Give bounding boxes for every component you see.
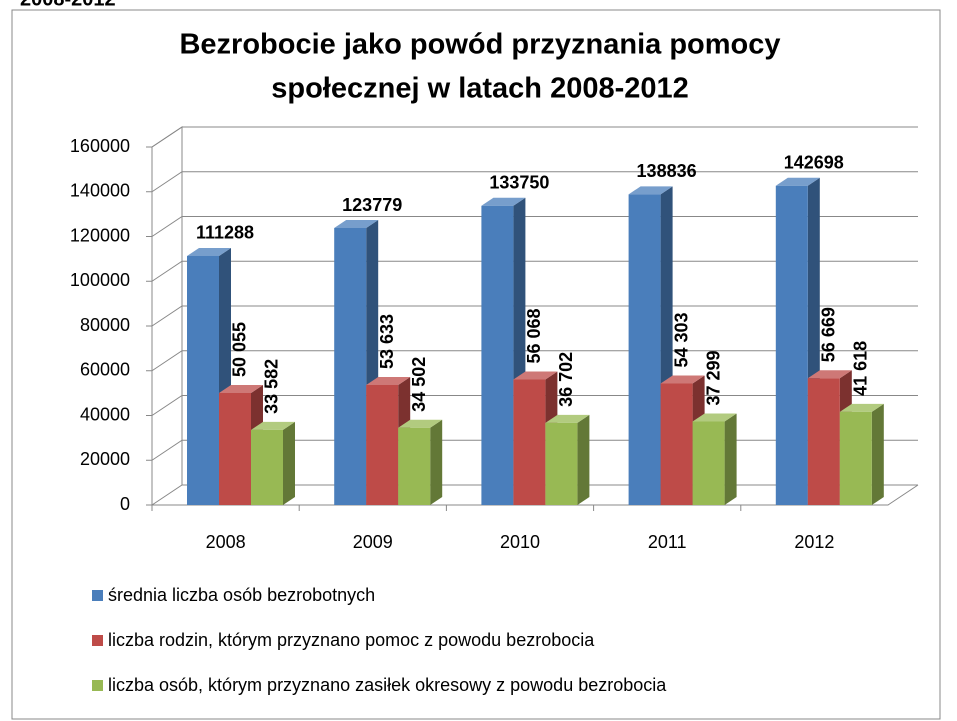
- bar-face: [481, 205, 514, 505]
- y-tick-label: 40000: [80, 404, 130, 424]
- x-tick-label: 2009: [353, 532, 393, 552]
- bar-face: [839, 411, 872, 505]
- y-tick-label: 20000: [80, 449, 130, 469]
- data-label: 33 582: [262, 359, 282, 414]
- caption-fragment: 2008-2012: [20, 0, 116, 10]
- data-label: 111288: [196, 223, 254, 243]
- data-label: 56 068: [524, 308, 544, 363]
- y-tick-label: 140000: [70, 181, 130, 201]
- bar-face: [398, 427, 431, 505]
- x-tick-label: 2011: [648, 532, 687, 552]
- legend-label: średnia liczba osób bezrobotnych: [108, 585, 375, 605]
- data-label: 56 669: [819, 307, 839, 362]
- bar-face: [692, 413, 737, 422]
- bar-face: [334, 228, 367, 505]
- x-tick-label: 2010: [500, 532, 540, 552]
- bar-face: [283, 421, 295, 505]
- bar-face: [660, 375, 705, 384]
- bar-face: [775, 177, 820, 186]
- legend-swatch: [92, 635, 103, 646]
- bar-face: [513, 371, 558, 380]
- bar: [660, 375, 705, 505]
- bar-face: [545, 414, 590, 423]
- y-tick-label: 160000: [70, 136, 130, 156]
- bar-face: [219, 393, 251, 505]
- bar-face: [366, 384, 399, 505]
- bar: [839, 403, 884, 505]
- y-tick-label: 80000: [80, 315, 130, 335]
- data-label: 54 303: [671, 312, 691, 367]
- bar-face: [187, 255, 219, 505]
- grid-line: [151, 260, 918, 282]
- bar-face: [775, 185, 808, 505]
- bar-face: [692, 421, 725, 505]
- bar-face: [219, 385, 263, 394]
- bar-face: [366, 376, 411, 385]
- data-label: 142698: [784, 152, 844, 172]
- bar-face: [839, 403, 884, 412]
- chart-title: społecznej w latach 2008-2012: [271, 73, 689, 105]
- data-label: 138836: [637, 161, 697, 181]
- data-label: 50 055: [230, 322, 250, 377]
- data-label: 123779: [342, 195, 402, 215]
- bar-face: [430, 419, 443, 505]
- bar: [692, 413, 737, 505]
- legend-label: liczba osób, którym przyznano zasiłek ok…: [108, 675, 667, 695]
- grid-line: [151, 126, 918, 148]
- y-tick-label: 60000: [80, 360, 130, 380]
- bar: [398, 419, 443, 505]
- data-label: 37 299: [703, 350, 723, 405]
- grid-line: [151, 350, 918, 372]
- y-tick-label: 100000: [70, 270, 130, 290]
- grid-line: [151, 305, 918, 327]
- bar-face: [660, 383, 693, 505]
- legend-label: liczba rodzin, którym przyznano pomoc z …: [108, 630, 595, 650]
- bar-face: [398, 419, 443, 428]
- bar: [187, 247, 231, 505]
- data-label: 133750: [489, 172, 549, 192]
- legend-swatch: [92, 680, 103, 691]
- data-label: 36 702: [556, 352, 576, 407]
- grid-line: [151, 216, 918, 237]
- legend-swatch: [92, 590, 103, 601]
- bar-face: [251, 421, 295, 430]
- x-tick-label: 2012: [794, 532, 834, 552]
- data-label: 41 618: [851, 341, 871, 396]
- bar-face: [481, 197, 526, 206]
- bar-face: [807, 370, 852, 379]
- y-tick-label: 0: [120, 494, 130, 514]
- bar-face: [187, 247, 231, 256]
- bar-face: [513, 379, 546, 505]
- data-label: 53 633: [377, 314, 397, 369]
- x-tick-label: 2008: [206, 532, 246, 552]
- bar: [251, 421, 295, 505]
- bar-face: [628, 186, 673, 195]
- data-label: 34 502: [409, 357, 429, 412]
- grid-line: [151, 171, 918, 193]
- bar-face: [628, 194, 661, 506]
- bar-face: [807, 378, 840, 505]
- chart-title: Bezrobocie jako powód przyznania pomocy: [179, 29, 780, 61]
- bar: [545, 414, 590, 505]
- bar-face: [724, 413, 737, 505]
- bar-face: [251, 429, 283, 505]
- bar-face: [334, 220, 379, 229]
- bar-face: [577, 414, 590, 505]
- y-tick-label: 120000: [70, 225, 130, 245]
- bar-face: [545, 422, 578, 505]
- bar-face: [871, 403, 884, 505]
